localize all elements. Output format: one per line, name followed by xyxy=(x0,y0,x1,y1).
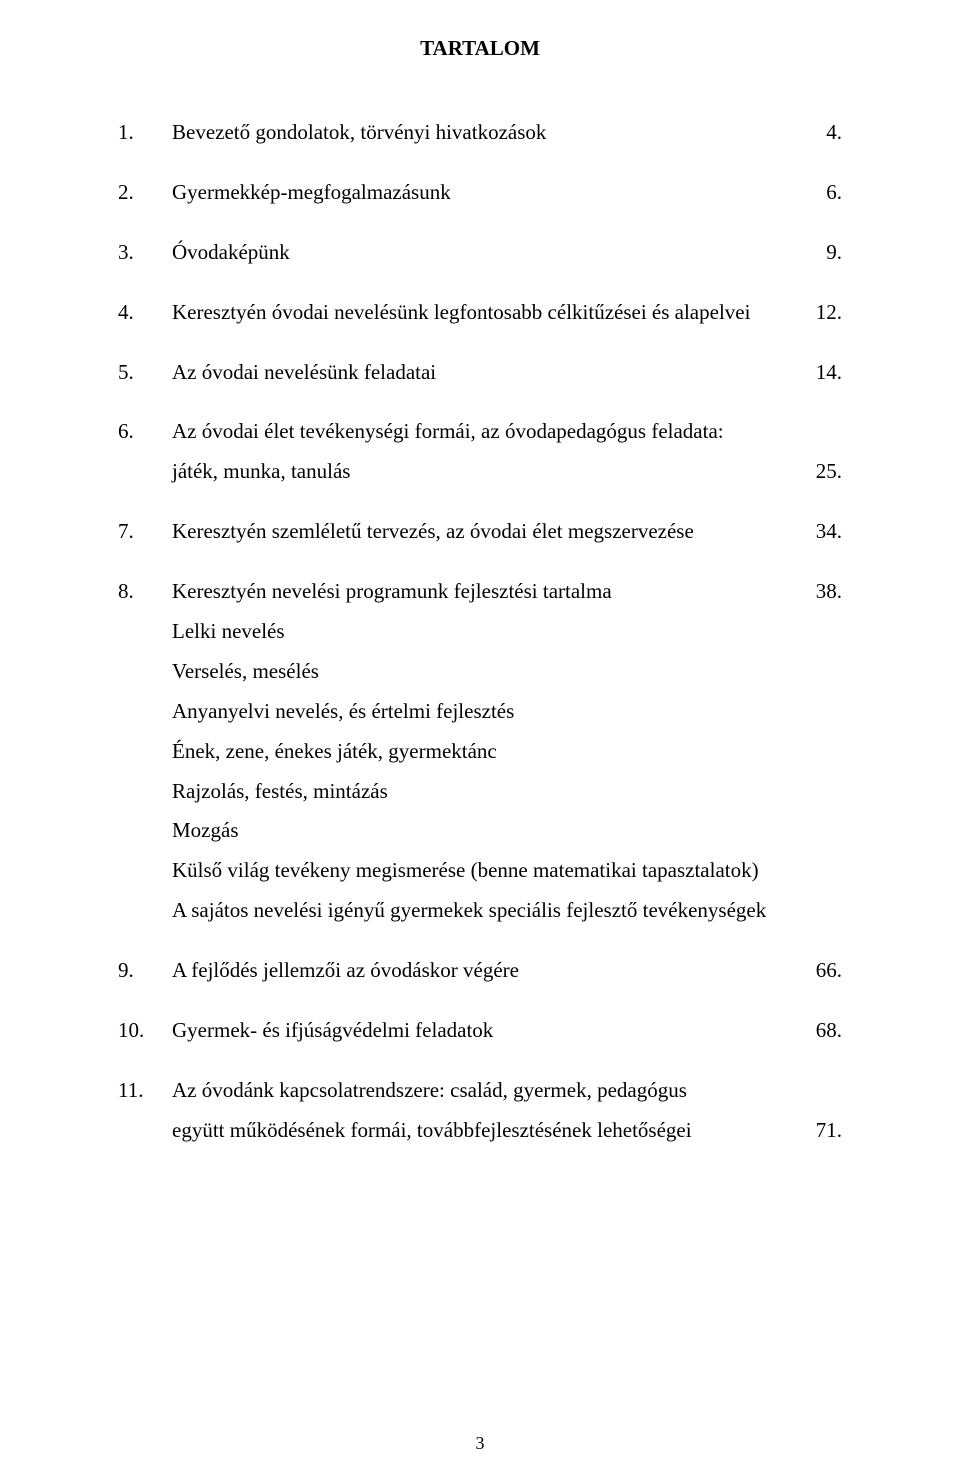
toc-label-line: Az óvodai élet tevékenységi formái, az ó… xyxy=(172,412,782,452)
toc-entry: 10. Gyermek- és ifjúságvédelmi feladatok… xyxy=(118,1011,842,1051)
toc-page: 4. xyxy=(794,113,842,153)
toc-num: 1. xyxy=(118,113,172,153)
toc-entry: 8. Keresztyén nevelési programunk fejles… xyxy=(118,572,842,931)
toc-page: 25. xyxy=(794,452,842,492)
toc-entry: 6. Az óvodai élet tevékenységi formái, a… xyxy=(118,412,842,492)
toc-num: 3. xyxy=(118,233,172,273)
toc-page: 14. xyxy=(794,353,842,393)
toc-subitem: A sajátos nevelési igényű gyermekek spec… xyxy=(172,891,782,931)
toc-entry: 9. A fejlődés jellemzői az óvodáskor vég… xyxy=(118,951,842,991)
toc-num: 10. xyxy=(118,1011,172,1051)
toc-entry: 11. Az óvodánk kapcsolatrendszere: csalá… xyxy=(118,1071,842,1151)
toc-num: 2. xyxy=(118,173,172,213)
toc-label-line: együtt működésének formái, továbbfejlesz… xyxy=(172,1111,782,1151)
toc-subitem: Ének, zene, énekes játék, gyermektánc xyxy=(172,732,782,772)
toc-label: Keresztyén óvodai nevelésünk legfontosab… xyxy=(172,293,794,333)
toc-page: 71. xyxy=(794,1111,842,1151)
toc-entry: 4. Keresztyén óvodai nevelésünk legfonto… xyxy=(118,293,842,333)
toc-sublist: Lelki nevelés Verselés, mesélés Anyanyel… xyxy=(172,612,782,931)
toc-page: 38. xyxy=(794,572,842,612)
toc-subitem: Rajzolás, festés, mintázás xyxy=(172,772,782,812)
toc-page: 66. xyxy=(794,951,842,991)
toc-num: 8. xyxy=(118,572,172,612)
toc-num: 9. xyxy=(118,951,172,991)
toc-num: 7. xyxy=(118,512,172,552)
toc-subitem: Mozgás xyxy=(172,811,782,851)
toc-label: Keresztyén szemléletű tervezés, az óvoda… xyxy=(172,512,794,552)
toc-label: Az óvodai élet tevékenységi formái, az ó… xyxy=(172,412,794,492)
toc-entry: 3. Óvodaképünk 9. xyxy=(118,233,842,273)
toc-page: 68. xyxy=(794,1011,842,1051)
footer-page-number: 3 xyxy=(0,1433,960,1454)
toc-label-line: Az óvodánk kapcsolatrendszere: család, g… xyxy=(172,1071,782,1111)
toc-label: Keresztyén nevelési programunk fejleszté… xyxy=(172,572,794,931)
page-title: TARTALOM xyxy=(118,36,842,61)
toc-page: 34. xyxy=(794,512,842,552)
toc-label: Bevezető gondolatok, törvényi hivatkozás… xyxy=(172,113,794,153)
toc-subitem: Külső világ tevékeny megismerése (benne … xyxy=(172,851,782,891)
toc-label: Gyermekkép-megfogalmazásunk xyxy=(172,173,794,213)
toc-page: 9. xyxy=(794,233,842,273)
toc-num: 4. xyxy=(118,293,172,333)
toc-subitem: Anyanyelvi nevelés, és értelmi fejleszté… xyxy=(172,692,782,732)
toc-label-line: Keresztyén nevelési programunk fejleszté… xyxy=(172,572,782,612)
toc-label: Az óvodai nevelésünk feladatai xyxy=(172,353,794,393)
toc-entry: 5. Az óvodai nevelésünk feladatai 14. xyxy=(118,353,842,393)
toc-num: 5. xyxy=(118,353,172,393)
toc-num: 6. xyxy=(118,412,172,452)
toc-entry: 2. Gyermekkép-megfogalmazásunk 6. xyxy=(118,173,842,213)
toc-subitem: Lelki nevelés xyxy=(172,612,782,652)
toc-label: Gyermek- és ifjúságvédelmi feladatok xyxy=(172,1011,794,1051)
toc-label-line: játék, munka, tanulás xyxy=(172,452,782,492)
toc-entry: 7. Keresztyén szemléletű tervezés, az óv… xyxy=(118,512,842,552)
toc-num: 11. xyxy=(118,1071,172,1111)
table-of-contents: 1. Bevezető gondolatok, törvényi hivatko… xyxy=(118,113,842,1151)
toc-label: Óvodaképünk xyxy=(172,233,794,273)
toc-page: 12. xyxy=(794,293,842,333)
toc-label: A fejlődés jellemzői az óvodáskor végére xyxy=(172,951,794,991)
toc-entry: 1. Bevezető gondolatok, törvényi hivatko… xyxy=(118,113,842,153)
toc-subitem: Verselés, mesélés xyxy=(172,652,782,692)
toc-label: Az óvodánk kapcsolatrendszere: család, g… xyxy=(172,1071,794,1151)
toc-page: 6. xyxy=(794,173,842,213)
